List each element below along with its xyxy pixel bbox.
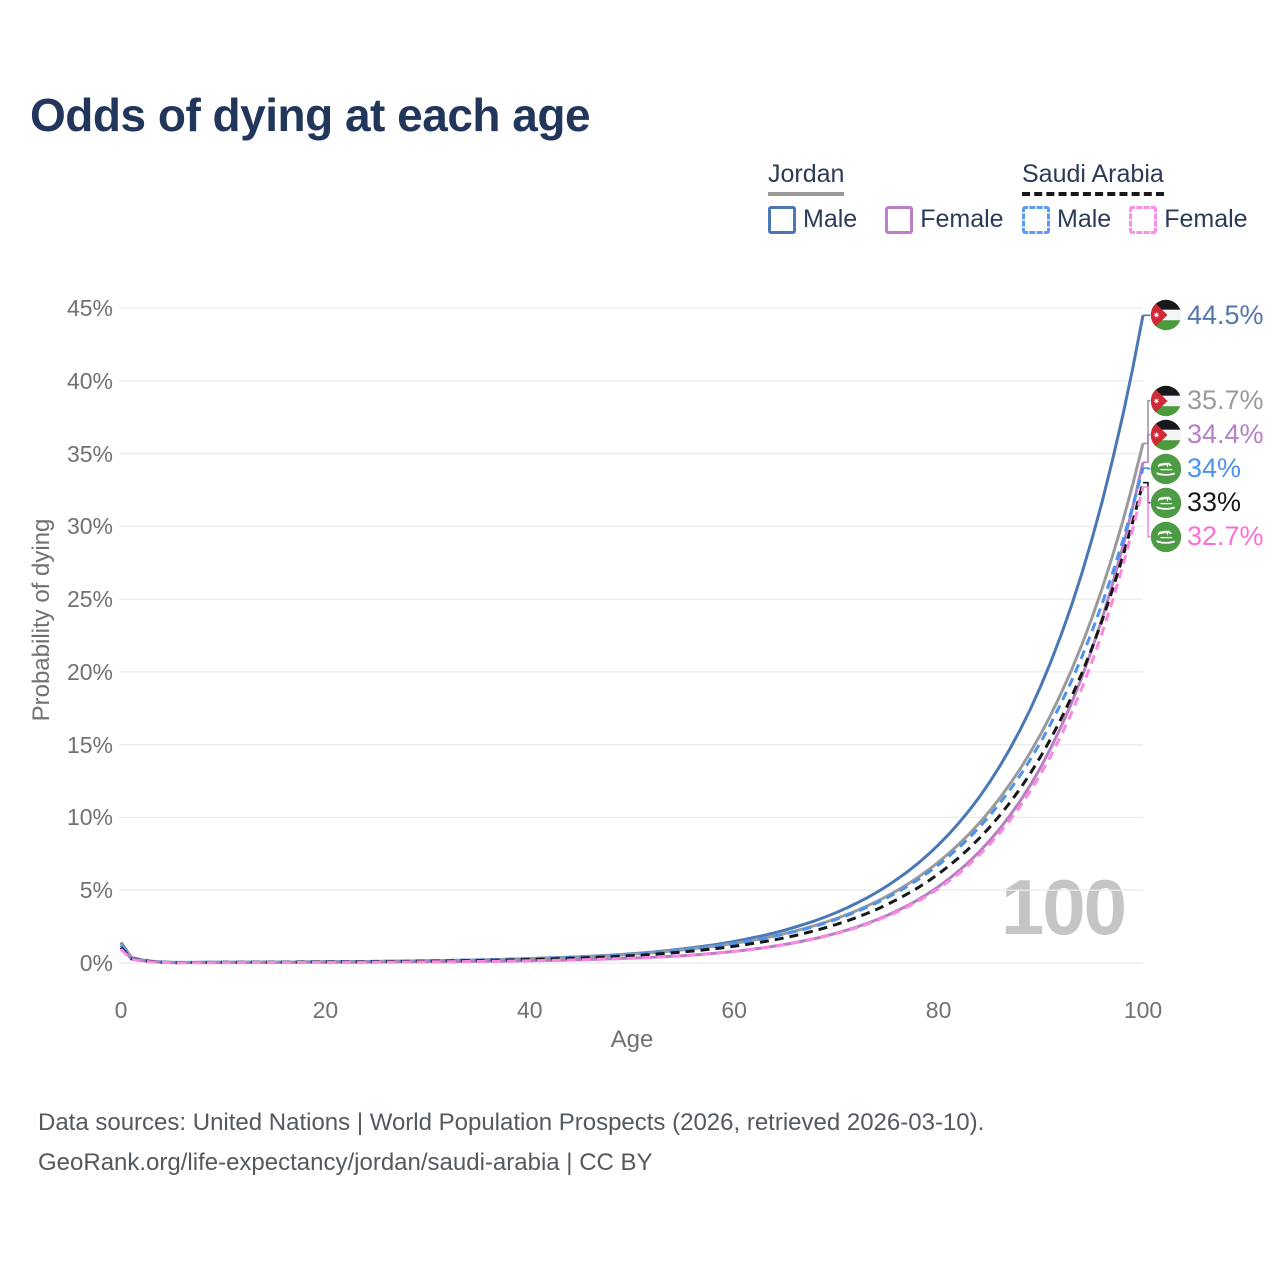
series-line-saudi-arabia-female[interactable] — [119, 486, 1145, 965]
end-label-value: 34.4% — [1187, 419, 1264, 450]
y-tick-label: 40% — [66, 367, 113, 394]
y-tick-label: 45% — [66, 295, 113, 321]
footer: Data sources: United Nations | World Pop… — [38, 1103, 984, 1183]
end-label-row-saudi-arabia-male[interactable]: 34% — [1150, 452, 1242, 485]
legend-group-saudi-arabia-title: Saudi Arabia — [1022, 160, 1164, 196]
y-tick-label: 0% — [79, 950, 113, 976]
y-axis-title: Probability of dying — [28, 518, 55, 722]
y-tick-label: 30% — [66, 513, 113, 540]
series-line-jordan-both[interactable] — [119, 443, 1145, 965]
end-label-connector — [1143, 433, 1151, 464]
end-label-row-jordan-male[interactable]: 44.5% — [1150, 299, 1264, 332]
end-label-connector — [1143, 399, 1151, 445]
jordan-male-swatch-icon — [768, 205, 796, 234]
x-tick-label: 40 — [517, 997, 543, 1023]
legend-item-saudi-female[interactable]: Female — [1129, 205, 1248, 234]
attribution-line: GeoRank.org/life-expectancy/jordan/saudi… — [38, 1149, 653, 1176]
saudi-arabia-flag-icon — [1150, 486, 1182, 519]
end-label-value: 32.7% — [1187, 521, 1264, 552]
x-tick-label: 0 — [114, 997, 128, 1023]
jordan-flag-icon — [1150, 299, 1182, 332]
jordan-female-swatch-icon — [885, 205, 914, 234]
legend-item-jordan-male[interactable]: Male — [768, 205, 857, 234]
saudi-female-swatch-icon — [1129, 205, 1158, 234]
end-label-connector — [1143, 467, 1151, 470]
y-tick-label: 5% — [79, 877, 113, 904]
legend-item-label: Male — [803, 205, 858, 233]
jordan-flag-icon — [1150, 418, 1182, 451]
end-label-row-saudi-arabia-female[interactable]: 32.7% — [1150, 520, 1264, 553]
legend-group-jordan: Jordan Male Female — [768, 160, 1032, 234]
end-label-value: 33% — [1187, 487, 1242, 518]
saudi-male-swatch-icon — [1022, 205, 1050, 234]
legend-item-label: Female — [920, 205, 1004, 233]
end-label-value: 35.7% — [1187, 385, 1264, 416]
legend-group-saudi-arabia: Saudi Arabia Male Female — [1022, 160, 1248, 234]
x-axis-title: Age — [610, 1026, 654, 1053]
y-tick-label: 35% — [66, 440, 113, 467]
page-title: Odds of dying at each age — [30, 89, 591, 141]
x-tick-label: 80 — [925, 997, 952, 1023]
x-tick-label: 20 — [312, 997, 339, 1023]
saudi-arabia-flag-icon — [1150, 520, 1182, 553]
legend-item-jordan-female[interactable]: Female — [885, 205, 1004, 234]
hover-age-watermark: 100 — [1000, 863, 1127, 951]
end-label-row-saudi-arabia-both[interactable]: 33% — [1150, 486, 1242, 519]
legend-item-saudi-male[interactable]: Male — [1022, 205, 1111, 234]
series-line-jordan-male[interactable] — [119, 315, 1145, 964]
series-line-saudi-arabia-male[interactable] — [119, 467, 1145, 965]
series-line-jordan-female[interactable] — [119, 461, 1145, 965]
x-tick-label: 60 — [721, 997, 747, 1023]
end-label-value: 34% — [1187, 453, 1242, 484]
saudi-arabia-flag-icon — [1150, 452, 1182, 485]
end-label-row-jordan-both[interactable]: 35.7% — [1150, 384, 1264, 417]
y-tick-label: 20% — [66, 658, 113, 685]
y-tick-label: 10% — [66, 804, 113, 831]
legend-item-label: Female — [1164, 205, 1248, 233]
jordan-flag-icon — [1150, 384, 1182, 417]
end-label-value: 44.5% — [1187, 299, 1264, 330]
x-tick-label: 100 — [1123, 997, 1163, 1023]
series-line-saudi-arabia-both[interactable] — [119, 482, 1145, 965]
end-label-connector — [1143, 486, 1151, 538]
legend-group-jordan-title: Jordan — [768, 160, 845, 196]
data-source-line: Data sources: United Nations | World Pop… — [38, 1109, 985, 1136]
end-label-row-jordan-female[interactable]: 34.4% — [1150, 418, 1264, 451]
y-tick-label: 25% — [66, 586, 113, 613]
legend-item-label: Male — [1057, 205, 1112, 233]
y-tick-label: 15% — [66, 731, 113, 758]
